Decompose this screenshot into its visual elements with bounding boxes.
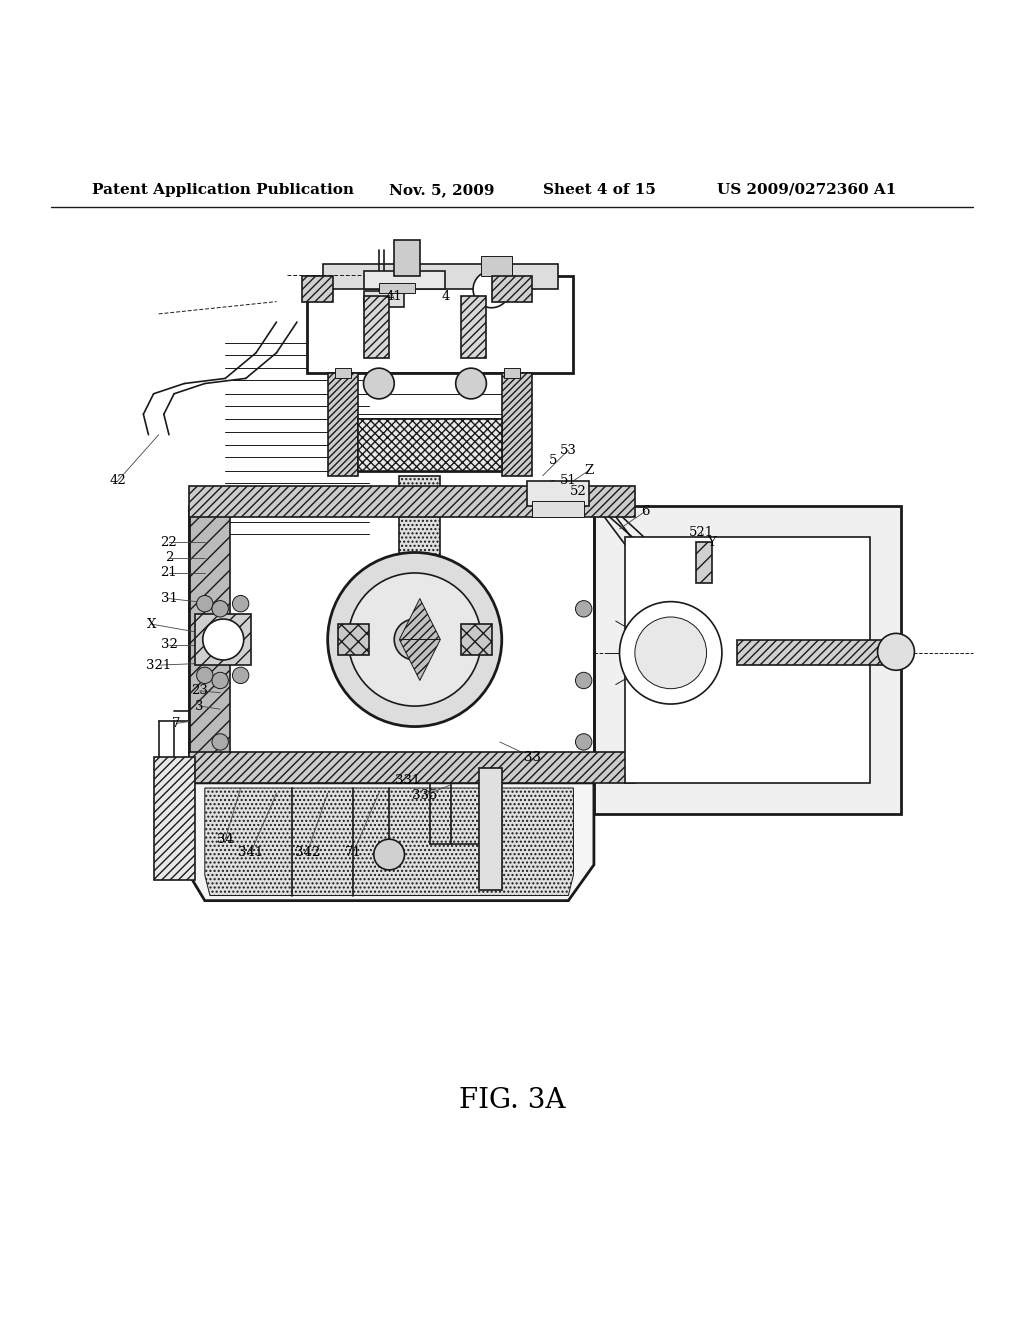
Text: Nov. 5, 2009: Nov. 5, 2009	[389, 183, 495, 197]
Text: Z: Z	[584, 465, 594, 477]
Text: 21: 21	[161, 566, 177, 579]
Circle shape	[394, 619, 435, 660]
Text: 7: 7	[172, 717, 180, 730]
Bar	[502, 374, 532, 475]
Bar	[737, 639, 901, 665]
Bar	[492, 276, 532, 301]
Bar	[328, 374, 358, 475]
Polygon shape	[399, 598, 440, 639]
Circle shape	[232, 595, 249, 612]
Text: 41: 41	[386, 290, 402, 304]
Bar	[364, 297, 389, 358]
Bar	[399, 475, 440, 598]
Circle shape	[473, 271, 510, 308]
Circle shape	[197, 595, 213, 612]
Bar	[696, 543, 712, 583]
Text: 5: 5	[549, 454, 557, 467]
Text: 33: 33	[524, 751, 541, 764]
Bar	[302, 276, 333, 301]
Bar	[364, 292, 404, 306]
Bar	[379, 284, 415, 293]
Bar	[189, 486, 635, 516]
Text: 521: 521	[689, 525, 714, 539]
Circle shape	[212, 601, 228, 616]
Text: 335: 335	[413, 788, 437, 801]
Circle shape	[620, 602, 722, 704]
Bar	[625, 537, 870, 783]
Circle shape	[197, 667, 213, 684]
Polygon shape	[307, 276, 573, 374]
Text: X: X	[146, 618, 157, 631]
Polygon shape	[399, 639, 440, 681]
Text: 22: 22	[161, 536, 177, 549]
Bar	[335, 368, 351, 379]
Bar	[189, 752, 635, 783]
Circle shape	[364, 368, 394, 399]
Bar	[532, 502, 584, 516]
Text: 3: 3	[196, 700, 204, 713]
Text: 34: 34	[217, 833, 233, 846]
Circle shape	[212, 672, 228, 689]
Text: 32: 32	[161, 638, 177, 651]
Bar	[364, 271, 445, 289]
Bar	[527, 480, 589, 507]
Circle shape	[635, 616, 707, 689]
Bar	[189, 507, 230, 783]
Text: Patent Application Publication: Patent Application Publication	[92, 183, 354, 197]
Bar	[594, 507, 635, 783]
Circle shape	[878, 634, 914, 671]
Text: 342: 342	[295, 846, 319, 859]
Circle shape	[232, 667, 249, 684]
Text: 71: 71	[345, 846, 361, 859]
Bar	[358, 420, 502, 470]
Circle shape	[348, 573, 481, 706]
Circle shape	[575, 734, 592, 750]
Text: 321: 321	[146, 659, 171, 672]
Circle shape	[575, 601, 592, 616]
Bar	[504, 368, 520, 379]
Bar	[195, 614, 251, 665]
Text: 2: 2	[165, 552, 173, 564]
Text: 52: 52	[570, 484, 587, 498]
Text: 53: 53	[560, 444, 577, 457]
Circle shape	[212, 734, 228, 750]
Circle shape	[456, 368, 486, 399]
Bar	[481, 256, 512, 276]
Polygon shape	[189, 783, 594, 900]
Text: Y: Y	[708, 536, 716, 549]
Bar	[594, 507, 901, 813]
Text: 6: 6	[641, 506, 649, 517]
Text: 23: 23	[191, 684, 208, 697]
Text: 331: 331	[395, 775, 420, 787]
Bar	[461, 624, 492, 655]
Bar	[394, 240, 420, 276]
Text: 51: 51	[560, 474, 577, 487]
Bar	[479, 767, 502, 891]
Text: 341: 341	[239, 846, 263, 859]
Polygon shape	[205, 788, 573, 895]
Text: 4: 4	[441, 290, 450, 304]
Bar	[461, 297, 486, 358]
Circle shape	[328, 553, 502, 726]
Text: 42: 42	[110, 474, 126, 487]
Text: 31: 31	[161, 593, 177, 605]
Text: Sheet 4 of 15: Sheet 4 of 15	[543, 183, 655, 197]
Text: FIG. 3A: FIG. 3A	[459, 1086, 565, 1114]
Circle shape	[575, 672, 592, 689]
Bar	[323, 264, 558, 289]
Circle shape	[203, 619, 244, 660]
Text: US 2009/0272360 A1: US 2009/0272360 A1	[717, 183, 896, 197]
Bar	[338, 624, 369, 655]
Circle shape	[374, 840, 404, 870]
Bar	[154, 758, 195, 880]
